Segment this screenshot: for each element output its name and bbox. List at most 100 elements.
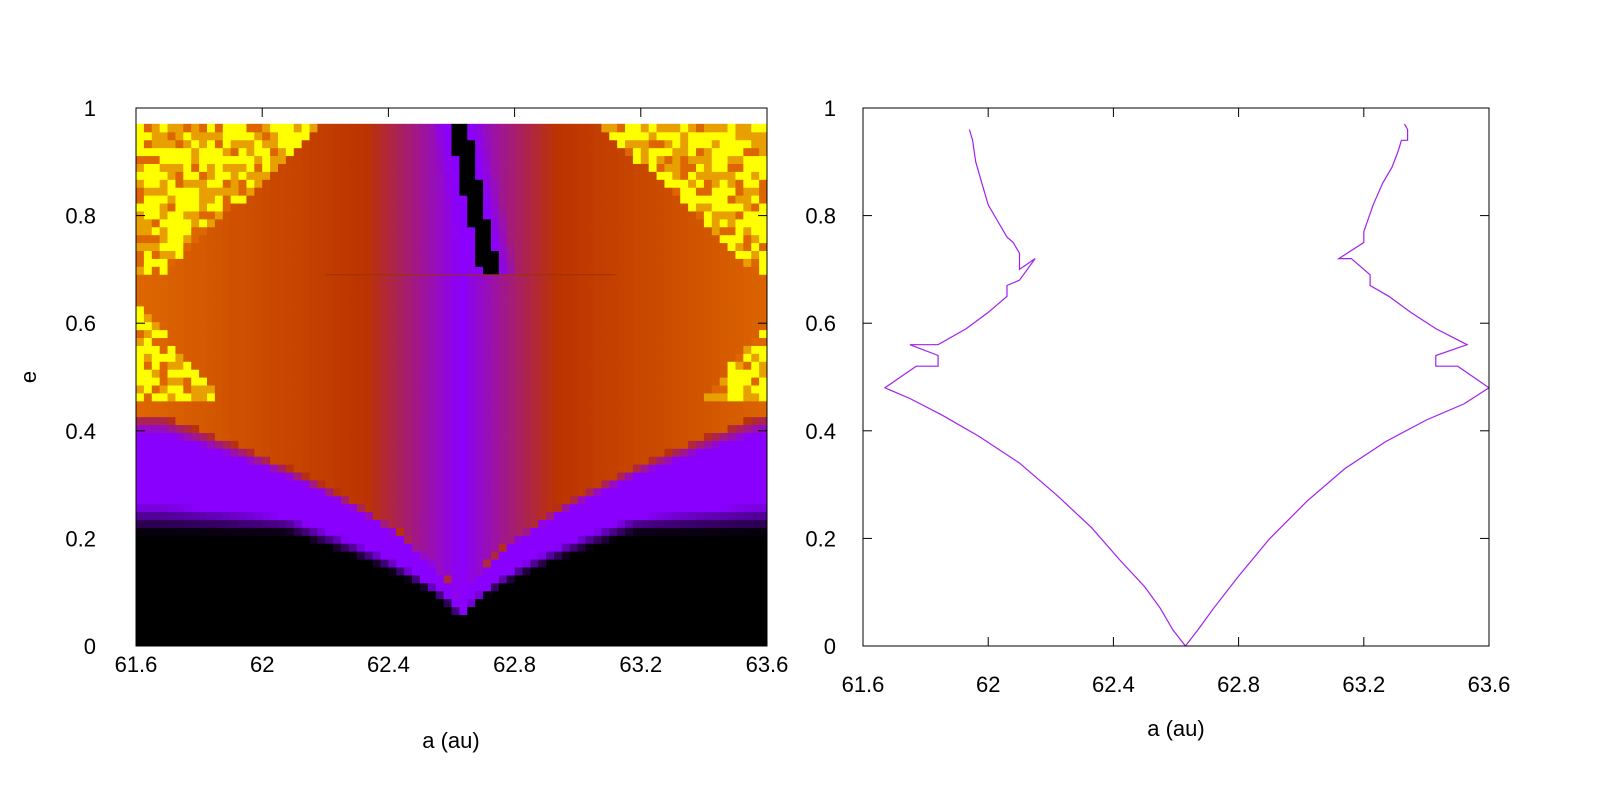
heatmap-cell bbox=[719, 408, 729, 418]
heatmap-cell bbox=[617, 392, 626, 402]
heatmap-cell bbox=[688, 551, 697, 560]
heatmap-cell bbox=[467, 305, 476, 315]
heatmap-cell bbox=[396, 479, 405, 489]
heatmap-cell bbox=[719, 543, 729, 552]
heatmap-cell bbox=[703, 274, 713, 283]
heatmap-cell bbox=[625, 234, 634, 244]
heatmap-cell bbox=[561, 464, 571, 473]
heatmap-cell bbox=[475, 282, 484, 291]
heatmap-cell bbox=[490, 305, 500, 315]
heatmap-cell bbox=[333, 503, 342, 513]
heatmap-cell bbox=[672, 432, 681, 441]
heatmap-cell bbox=[151, 274, 161, 283]
heatmap-cell bbox=[609, 187, 618, 196]
heatmap-cell bbox=[222, 614, 232, 623]
heatmap-cell bbox=[183, 218, 192, 228]
heatmap-cell bbox=[648, 630, 658, 639]
heatmap-cell bbox=[490, 440, 500, 449]
heatmap-cell bbox=[175, 558, 184, 568]
heatmap-cell bbox=[143, 163, 153, 172]
heatmap-cell bbox=[554, 582, 563, 592]
heatmap-cell bbox=[546, 266, 555, 275]
heatmap-cell bbox=[380, 250, 389, 259]
heatmap-cell bbox=[443, 361, 453, 370]
heatmap-cell bbox=[325, 527, 334, 536]
heatmap-cell bbox=[396, 519, 405, 528]
heatmap-cell bbox=[175, 574, 184, 584]
heatmap-cell bbox=[230, 614, 240, 623]
heatmap-cell bbox=[372, 274, 382, 283]
heatmap-cell bbox=[167, 163, 177, 172]
heatmap-cell bbox=[183, 242, 192, 252]
heatmap-cell bbox=[325, 274, 334, 283]
heatmap-cell bbox=[372, 464, 382, 473]
heatmap-cell bbox=[380, 448, 389, 457]
heatmap-cell bbox=[727, 321, 737, 331]
heatmap-cell bbox=[214, 574, 224, 584]
heatmap-cell bbox=[632, 582, 642, 592]
heatmap-cell bbox=[601, 574, 610, 584]
heatmap-cell bbox=[388, 495, 397, 505]
heatmap-cell bbox=[293, 535, 303, 544]
heatmap-cell bbox=[143, 337, 153, 346]
heatmap-cell bbox=[514, 558, 524, 568]
heatmap-cell bbox=[262, 519, 271, 528]
heatmap-cell bbox=[664, 479, 673, 489]
heatmap-cell bbox=[656, 345, 666, 354]
heatmap-cell bbox=[680, 392, 689, 402]
heatmap-cell bbox=[246, 574, 255, 584]
heatmap-cell bbox=[467, 543, 476, 552]
heatmap-cell bbox=[459, 202, 468, 212]
heatmap-cell bbox=[222, 511, 232, 521]
heatmap-cell bbox=[696, 163, 705, 172]
heatmap-cell bbox=[293, 218, 303, 228]
heatmap-cell bbox=[696, 432, 705, 441]
heatmap-cell bbox=[214, 195, 224, 204]
heatmap-cell bbox=[546, 408, 555, 418]
heatmap-cell bbox=[727, 471, 737, 481]
heatmap-cell bbox=[703, 179, 713, 188]
heatmap-cell bbox=[593, 448, 602, 457]
heatmap-cell bbox=[309, 155, 319, 164]
heatmap-cell bbox=[672, 202, 681, 212]
heatmap-cell bbox=[356, 202, 366, 212]
heatmap-cell bbox=[632, 289, 642, 299]
heatmap-cell bbox=[159, 606, 169, 615]
heatmap-cell bbox=[333, 187, 342, 196]
heatmap-cell bbox=[577, 519, 587, 528]
heatmap-cell bbox=[396, 289, 405, 299]
heatmap-cell bbox=[640, 503, 650, 513]
heatmap-cell bbox=[640, 416, 650, 426]
heatmap-cell bbox=[554, 384, 563, 394]
heatmap-cell bbox=[625, 400, 634, 410]
heatmap-cell bbox=[427, 456, 437, 465]
heatmap-cell bbox=[514, 487, 524, 497]
heatmap-cell bbox=[270, 511, 279, 521]
heatmap-cell bbox=[230, 147, 240, 157]
heatmap-cell bbox=[325, 551, 334, 560]
heatmap-cell bbox=[206, 187, 216, 196]
heatmap-cell bbox=[735, 456, 744, 465]
heatmap-cell bbox=[270, 519, 279, 528]
heatmap-cell bbox=[727, 202, 737, 212]
heatmap-cell bbox=[648, 282, 658, 291]
heatmap-cell bbox=[364, 416, 374, 426]
heatmap-cell bbox=[293, 384, 303, 394]
heatmap-cell bbox=[325, 424, 334, 433]
heatmap-cell bbox=[632, 218, 642, 228]
heatmap-cell bbox=[577, 266, 587, 275]
heatmap-cell bbox=[277, 487, 287, 497]
heatmap-cell bbox=[206, 305, 216, 315]
heatmap-cell bbox=[277, 448, 287, 457]
heatmap-cell bbox=[530, 519, 539, 528]
heatmap-cell bbox=[656, 377, 666, 386]
heatmap-cell bbox=[585, 432, 595, 441]
heatmap-cell bbox=[199, 242, 208, 252]
heatmap-cell bbox=[309, 440, 319, 449]
heatmap-cell bbox=[554, 250, 563, 259]
heatmap-cell bbox=[143, 527, 153, 536]
heatmap-cell bbox=[656, 369, 666, 378]
heatmap-cell bbox=[617, 606, 626, 615]
heatmap-cell bbox=[230, 392, 240, 402]
heatmap-cell bbox=[175, 566, 184, 576]
